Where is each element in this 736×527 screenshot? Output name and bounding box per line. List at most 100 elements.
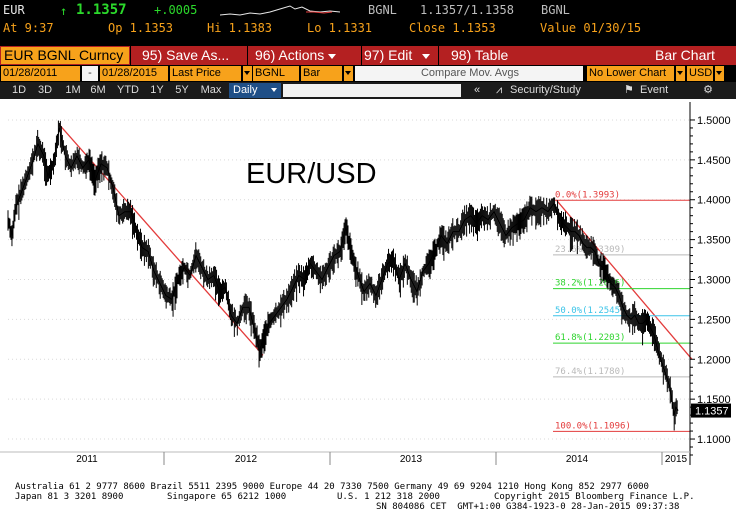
- x-tick-label: 2011: [76, 454, 98, 465]
- close-price: Close 1.1353: [409, 21, 496, 35]
- y-tick-label: 1.4000: [697, 195, 731, 207]
- divider: [247, 46, 248, 65]
- save-as-label: 95) Save As...: [142, 47, 230, 63]
- table-label: 98) Table: [451, 47, 509, 63]
- compare-mov-avgs-button[interactable]: Compare Mov. Avgs: [355, 66, 583, 81]
- footer-copyright: Copyright 2015 Bloomberg Finance L.P.: [494, 492, 695, 502]
- save-as-button[interactable]: 95) Save As...: [142, 47, 229, 64]
- event-button[interactable]: ⚑ Event: [624, 83, 684, 98]
- actions-button[interactable]: 96) Actions: [255, 47, 337, 64]
- style-dropdown-icon[interactable]: [344, 66, 353, 81]
- last-price-tag-label: 1.1357: [695, 406, 729, 418]
- ticker: EUR: [3, 3, 25, 17]
- footer: Australia 61 2 9777 8600 Brazil 5511 239…: [0, 482, 736, 527]
- lower-chart-select[interactable]: No Lower Chart: [587, 66, 674, 81]
- currency-dropdown-icon[interactable]: [715, 66, 724, 81]
- y-tick-label: 1.2000: [697, 354, 731, 366]
- period-max[interactable]: Max: [200, 84, 222, 96]
- frequency-input[interactable]: [283, 84, 461, 97]
- net-change: +.0005: [154, 3, 198, 17]
- ohlc-bar: At 9:37 Op 1.1353 Hi 1.1383 Lo 1.1331 Cl…: [0, 20, 736, 36]
- trend-icon: ⩘: [496, 84, 503, 96]
- price-chart: 0.0%(1.3993)23.6%(1.3309)38.2%(1.2886)50…: [0, 99, 736, 465]
- trendline: [556, 199, 693, 360]
- y-tick-label: 1.4500: [697, 155, 731, 167]
- footer-japan: Japan 81 3 3201 8900: [15, 492, 124, 502]
- chevron-down-icon: [422, 53, 431, 59]
- quote-bar: EUR ↑ 1.1357 +.0005 BGNL 1.1357/1.1358 B…: [0, 0, 736, 20]
- frequency-select[interactable]: Daily: [229, 83, 281, 98]
- security-study-button[interactable]: ⩘ Security/Study: [496, 83, 606, 98]
- footer-line1: Australia 61 2 9777 8600 Brazil 5511 239…: [15, 482, 649, 492]
- last-price: 1.1357: [76, 2, 127, 18]
- y-tick-label: 1.5000: [697, 115, 731, 127]
- open-price: Op 1.1353: [108, 21, 174, 35]
- period-3d[interactable]: 3D: [37, 84, 53, 96]
- footer-session: SN 804086 CET GMT+1:00 G384-1923-0 28-Ja…: [376, 502, 680, 512]
- start-date-field[interactable]: 01/28/2011: [1, 66, 80, 81]
- flag-icon: ⚑: [624, 84, 634, 96]
- y-tick-label: 1.2500: [697, 314, 731, 326]
- y-tick-label: 1.1500: [697, 394, 731, 406]
- high-price: Hi 1.1383: [207, 21, 273, 35]
- period-6m[interactable]: 6M: [90, 84, 106, 96]
- date-separator: -: [82, 66, 98, 81]
- field-dropdown-icon[interactable]: [243, 66, 252, 81]
- y-tick-label: 1.3500: [697, 235, 731, 247]
- footer-us: U.S. 1 212 318 2000: [337, 492, 440, 502]
- footer-singapore: Singapore 65 6212 1000: [167, 492, 287, 502]
- actions-label: 96) Actions: [255, 47, 325, 63]
- period-5y[interactable]: 5Y: [175, 84, 189, 96]
- edit-label: 97) Edit: [364, 47, 413, 63]
- y-tick-label: 1.1000: [697, 434, 731, 446]
- chart-canvas: 0.0%(1.3993)23.6%(1.3309)38.2%(1.2886)50…: [0, 99, 736, 465]
- low-price: Lo 1.1331: [307, 21, 373, 35]
- quote-source: BGNL: [368, 3, 397, 17]
- x-tick-label: 2012: [235, 454, 258, 465]
- security-name[interactable]: EUR BGNL Curncy: [1, 47, 129, 64]
- chevron-down-icon: [328, 53, 337, 59]
- frequency-label: Daily: [233, 84, 258, 96]
- sparkline: [220, 5, 340, 16]
- divider: [130, 46, 131, 65]
- currency-select[interactable]: USD: [687, 66, 713, 81]
- x-tick-label: 2013: [400, 454, 423, 465]
- edit-button[interactable]: 97) Edit: [364, 47, 431, 64]
- quote-time: At 9:37: [3, 21, 54, 35]
- period-bar: 1D 3D 1M 6M YTD 1Y 5Y Max Daily « ⩘ Secur…: [0, 82, 736, 99]
- bid-ask: 1.1357/1.1358: [420, 3, 514, 17]
- header-spacer: [0, 36, 736, 46]
- security-study-label: Security/Study: [510, 84, 581, 96]
- divider: [438, 46, 439, 65]
- table-button[interactable]: 98) Table: [451, 47, 508, 64]
- value-date: Value 01/30/15: [540, 21, 642, 35]
- fib-level-label: 76.4%(1.1780): [555, 367, 625, 377]
- end-date-field[interactable]: 01/28/2015: [100, 66, 168, 81]
- period-1d[interactable]: 1D: [11, 84, 27, 96]
- style-select[interactable]: Bar: [301, 66, 342, 81]
- chart-settings-bar: 01/28/2011 - 01/28/2015 Last Price BGNL …: [0, 65, 736, 82]
- lower-chart-dropdown-icon[interactable]: [676, 66, 685, 81]
- last-price-tag: [691, 403, 731, 418]
- period-1y[interactable]: 1Y: [150, 84, 164, 96]
- y-tick-label: 1.3000: [697, 275, 731, 287]
- command-toolbar: EUR BGNL Curncy 95) Save As... 96) Actio…: [0, 46, 736, 65]
- source-select[interactable]: BGNL: [253, 66, 299, 81]
- compare-label: Compare Mov. Avgs: [420, 67, 520, 79]
- fib-level-label: 0.0%(1.3993): [555, 190, 620, 200]
- field-select[interactable]: Last Price: [170, 66, 241, 81]
- fib-level-label: 100.0%(1.1096): [555, 421, 631, 431]
- chart-type-title: Bar Chart: [655, 47, 715, 63]
- event-label: Event: [640, 84, 669, 96]
- fib-level-label: 38.2%(1.2886): [555, 279, 625, 289]
- chevron-down-icon: [271, 88, 277, 92]
- up-arrow-icon: ↑: [60, 4, 68, 18]
- period-1m[interactable]: 1M: [65, 84, 81, 96]
- collapse-button[interactable]: «: [473, 84, 481, 96]
- quote-source-2: BGNL: [541, 3, 570, 17]
- period-ytd[interactable]: YTD: [117, 84, 139, 96]
- x-tick-label: 2014: [566, 454, 589, 465]
- divider: [361, 46, 362, 65]
- fib-level-label: 50.0%(1.2545): [555, 306, 625, 316]
- gear-icon[interactable]: ⚙: [703, 84, 713, 96]
